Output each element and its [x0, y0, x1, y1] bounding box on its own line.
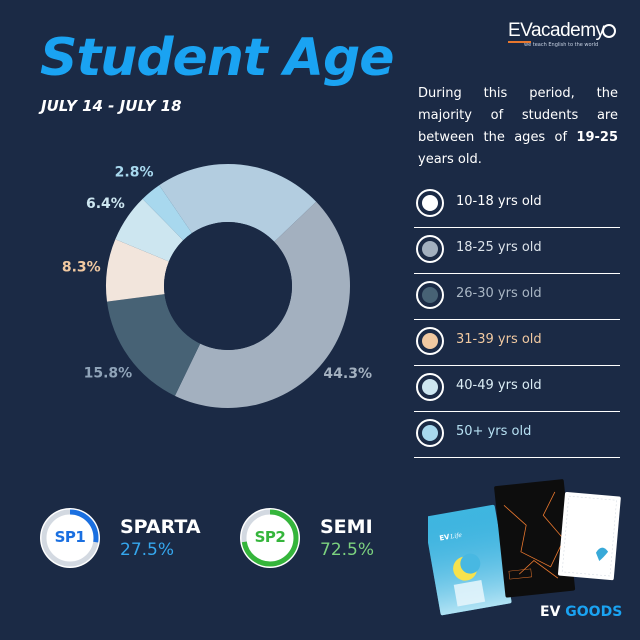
legend-swatch-icon	[416, 327, 444, 355]
legend-item: 26-30 yrs old	[414, 274, 620, 320]
logo-wordmark: EVacademy	[508, 20, 605, 43]
legend-item: 31-39 yrs old	[414, 320, 620, 366]
donut-slice-5	[115, 198, 184, 262]
donut-slice-2	[174, 201, 350, 408]
slice-value-label: 44.3%	[323, 366, 372, 382]
program-code: SP1	[54, 528, 86, 546]
legend-item: 40-49 yrs old	[414, 366, 620, 412]
donut-hole	[164, 222, 292, 350]
logo-tagline: we teach English to the world	[524, 42, 599, 48]
legend-swatch-icon	[416, 189, 444, 217]
sp2-badge-icon: SP2	[240, 508, 300, 568]
logo-circle-icon	[602, 24, 616, 38]
legend-item: 50+ yrs old	[414, 412, 620, 458]
svg-text:EV: EV	[439, 533, 451, 543]
page-title: Student Age	[40, 28, 395, 88]
goods-label: EV GOODS	[540, 604, 623, 620]
ev-goods-illustration: EV Life	[428, 479, 621, 616]
legend-label: 31-39 yrs old	[456, 332, 542, 347]
blue-notebook-icon: EV Life	[428, 504, 512, 616]
donut-slice-3	[106, 294, 201, 396]
program-percent: 72.5%	[320, 540, 375, 560]
progress-arc	[241, 509, 299, 567]
progress-arc	[41, 509, 99, 567]
legend-label: 40-49 yrs old	[456, 378, 542, 393]
legend-label: 50+ yrs old	[456, 424, 532, 439]
program-sparta: SP1 SPARTA 27.5%	[40, 508, 220, 570]
donut-slice-4	[106, 239, 169, 302]
legend-label: 10-18 yrs old	[456, 194, 542, 209]
legend-item: 18-25 yrs old	[414, 228, 620, 274]
date-range: JULY 14 - JULY 18	[41, 97, 182, 115]
legend-swatch-icon	[416, 281, 444, 309]
legend-swatch-icon	[416, 373, 444, 401]
svg-text:Life: Life	[449, 532, 463, 541]
summary-highlight: 19-25	[576, 130, 618, 145]
program-semi: SP2 SEMI 72.5%	[240, 508, 420, 570]
slice-value-label: 2.8%	[115, 165, 154, 181]
slice-value-label: 8.3%	[62, 259, 101, 275]
slice-value-label: 6.4%	[86, 196, 125, 212]
donut-slice-6	[142, 185, 192, 241]
program-name: SEMI	[320, 516, 373, 538]
age-donut-chart: 22.4%44.3%15.8%8.3%6.4%2.8%	[62, 164, 372, 408]
brand-logo: EVacademy we teach English to the world	[508, 20, 616, 50]
legend-label: 26-30 yrs old	[456, 286, 542, 301]
summary-text: During this period, the majority of stud…	[418, 86, 618, 167]
legend-item: 10-18 yrs old	[414, 182, 620, 228]
program-code: SP2	[254, 528, 286, 546]
white-notebook-icon	[558, 491, 621, 581]
donut-slice-1	[159, 164, 317, 242]
black-notebook-icon	[494, 479, 576, 598]
slice-value-label: 15.8%	[84, 366, 133, 382]
program-percent: 27.5%	[120, 540, 175, 560]
sp1-badge-icon: SP1	[40, 508, 100, 568]
legend-label: 18-25 yrs old	[456, 240, 542, 255]
legend-swatch-icon	[416, 235, 444, 263]
program-name: SPARTA	[120, 516, 201, 538]
chart-legend: 10-18 yrs old 18-25 yrs old 26-30 yrs old 3…	[414, 182, 620, 458]
legend-swatch-icon	[416, 419, 444, 447]
